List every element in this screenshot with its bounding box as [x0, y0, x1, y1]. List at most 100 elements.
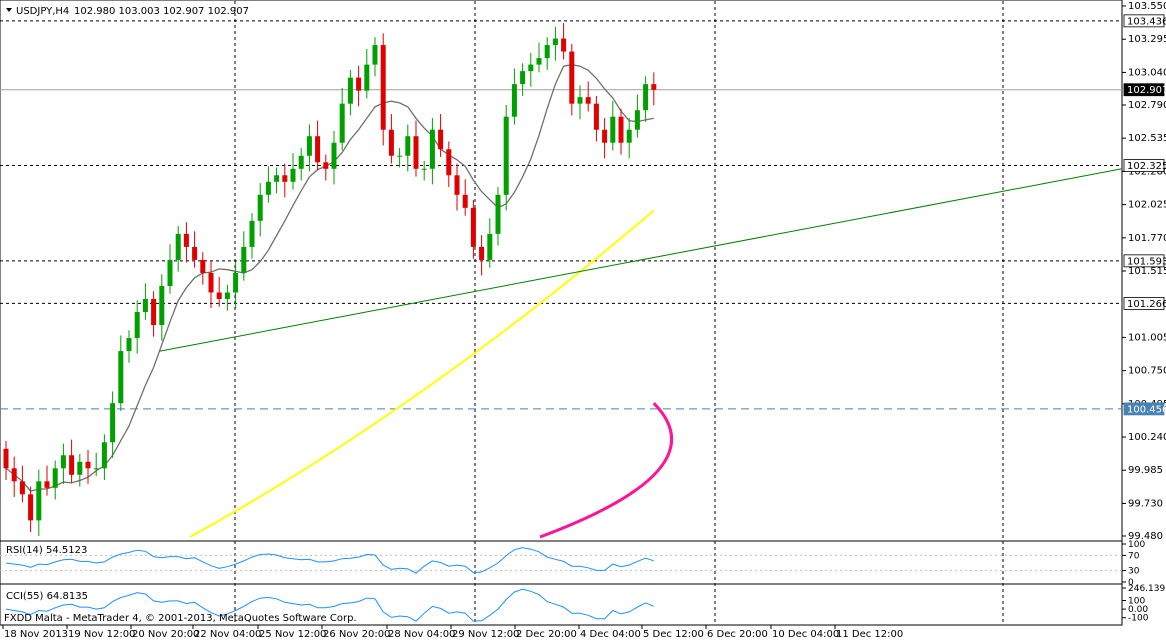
- price-tick-label: 101.515: [1128, 266, 1166, 277]
- price-tick-label: 103.040: [1128, 67, 1166, 78]
- time-label: 2 Dec 20:00: [516, 629, 577, 640]
- candle-body: [306, 136, 312, 156]
- rsi-line: [5, 547, 654, 574]
- time-label: 25 Nov 12:00: [259, 629, 326, 640]
- time-label: 28 Nov 04:00: [388, 629, 455, 640]
- candle-body: [602, 129, 608, 143]
- rsi-label: RSI(14) 54.5123: [6, 545, 87, 556]
- candle-body: [405, 136, 411, 156]
- candle-body: [257, 194, 263, 221]
- ma-slow-line: [189, 209, 655, 538]
- price-marker-box: [1123, 402, 1165, 416]
- candle-body: [651, 84, 657, 90]
- candle-body: [610, 116, 616, 143]
- price-tick-label: 101.005: [1128, 332, 1166, 343]
- ohlc-readout: 102.980 103.003 102.907 102.907: [74, 6, 249, 17]
- candle-body: [626, 129, 632, 143]
- candle-body: [298, 155, 304, 169]
- time-label: 5 Dec 12:00: [643, 629, 704, 640]
- rsi-pane[interactable]: [0, 540, 1123, 585]
- moving-averages: [5, 63, 1123, 539]
- price-marker-box: [1123, 159, 1165, 172]
- candle-body: [462, 194, 468, 208]
- time-label: 20 Nov 20:00: [132, 629, 199, 640]
- candle-body: [85, 461, 91, 469]
- candle-body: [93, 468, 99, 470]
- candle-body: [274, 175, 280, 182]
- copyright-text: FXDD Malta - MetaTrader 4, © 2001-2013, …: [4, 613, 357, 624]
- price-marker-box: [1123, 297, 1165, 310]
- candle-body: [380, 45, 386, 130]
- price-tick-label: 101.770: [1128, 233, 1166, 244]
- price-tick-label: 102.790: [1128, 100, 1166, 111]
- price-marker-box: [1123, 254, 1165, 268]
- rsi-tick-label: 30: [1128, 567, 1140, 577]
- candle-body: [200, 259, 206, 273]
- candle-body: [429, 129, 435, 169]
- candle-body: [331, 142, 337, 169]
- candle-body: [397, 155, 403, 157]
- candle-body: [438, 129, 444, 150]
- candle-body: [511, 84, 517, 117]
- candle-body: [495, 194, 501, 234]
- candle-body: [315, 136, 321, 163]
- candle-body: [126, 338, 132, 352]
- price-level-lines: [0, 20, 1122, 572]
- candle-body: [60, 455, 66, 469]
- price-tick-label: 99.480: [1128, 531, 1163, 542]
- vertical-grid: [234, 1, 1004, 625]
- ma-long-line: [539, 402, 674, 539]
- candle-body: [28, 494, 34, 521]
- candle-body: [413, 136, 419, 169]
- candle-body: [643, 84, 649, 111]
- time-label: 22 Nov 04:00: [194, 629, 261, 640]
- candle-body: [3, 448, 9, 469]
- price-marker-label: 102.907: [1127, 85, 1166, 96]
- candle-body: [364, 64, 370, 91]
- time-label: 18 Nov 2013: [4, 629, 68, 640]
- candle-body: [224, 292, 230, 299]
- candle-body: [528, 64, 534, 72]
- candle-body: [520, 71, 526, 85]
- candle-body: [536, 58, 542, 65]
- time-label: 26 Nov 20:00: [323, 629, 390, 640]
- candle-body: [593, 103, 599, 130]
- candle-body: [372, 45, 378, 65]
- rsi-tick-label: 0: [1128, 578, 1134, 588]
- candles: [3, 22, 657, 536]
- chart-dropdown-icon[interactable]: [6, 8, 12, 12]
- candle-body: [192, 246, 198, 260]
- price-marker-box: [1123, 83, 1165, 97]
- candle-body: [69, 455, 75, 475]
- candle-body: [216, 292, 222, 299]
- price-tick-label: 100.240: [1128, 432, 1166, 443]
- candle-body: [479, 246, 485, 260]
- candle-body: [52, 468, 58, 488]
- price-tick-label: 103.295: [1128, 34, 1166, 45]
- price-marker-label: 101.266: [1127, 299, 1166, 310]
- candle-body: [241, 246, 247, 273]
- cci-pane[interactable]: [0, 583, 1123, 626]
- candle-body: [569, 51, 575, 104]
- candle-body: [470, 207, 476, 247]
- candle-body: [159, 285, 165, 326]
- candle-body: [454, 175, 460, 195]
- rsi-tick-label: 100: [1128, 540, 1145, 550]
- price-tick-label: 99.985: [1128, 465, 1163, 476]
- time-label: 29 Nov 12:00: [452, 629, 519, 640]
- candle-body: [36, 481, 42, 521]
- candle-body: [265, 181, 271, 195]
- time-label: 4 Dec 04:00: [580, 629, 641, 640]
- candle-body: [552, 38, 558, 46]
- candle-body: [388, 129, 394, 156]
- candle-body: [487, 233, 493, 260]
- price-tick-label: 102.535: [1128, 133, 1166, 144]
- candle-body: [183, 233, 189, 247]
- candle-body: [282, 175, 288, 182]
- candle-body: [634, 110, 640, 130]
- candle-body: [77, 461, 83, 475]
- cci-tick-label: 100: [1128, 597, 1145, 607]
- price-marker-box: [1123, 14, 1165, 28]
